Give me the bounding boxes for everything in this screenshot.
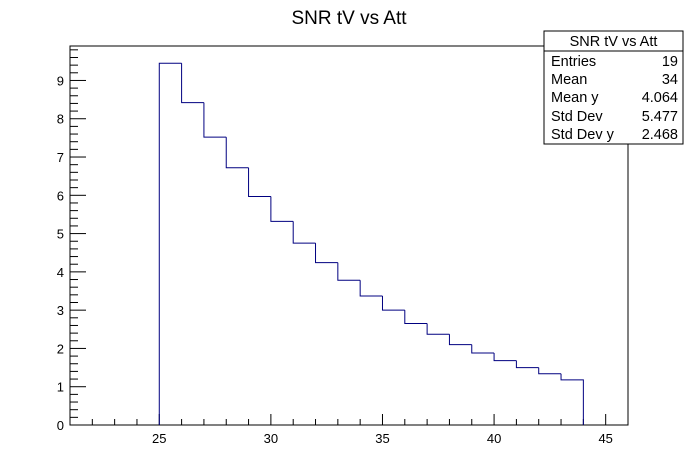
x-tick-label: 35 (375, 431, 389, 446)
stats-box-border (543, 30, 684, 145)
x-tick-label: 30 (264, 431, 278, 446)
stats-label-mean-y: Mean y (551, 90, 599, 106)
histogram-bin (225, 137, 249, 169)
y-tick-label: 0 (57, 418, 64, 433)
histogram-bin (337, 262, 361, 281)
x-axis: 25 30 35 40 45 (69, 414, 629, 446)
y-tick-label: 3 (57, 303, 64, 318)
histogram-bin (315, 243, 338, 264)
stats-box: SNR tV vs Att Entries 19 Mean 34 Mean y … (543, 30, 684, 145)
stats-box-title: SNR tV vs Att (570, 34, 658, 50)
stats-label-entries: Entries (551, 54, 596, 70)
histogram-bin (560, 373, 584, 425)
y-tick-label: 2 (57, 341, 64, 356)
histogram-bin (538, 367, 562, 375)
plot-frame (69, 45, 629, 426)
y-tick-label: 5 (57, 227, 64, 242)
histogram-bin (158, 62, 182, 425)
histogram-bin (493, 353, 517, 362)
histogram-bin (426, 323, 450, 335)
chart-title: SNR tV vs Att (291, 8, 407, 29)
histogram-bin (381, 295, 405, 311)
stats-value-entries: 19 (662, 54, 678, 70)
y-tick-label: 6 (57, 188, 64, 203)
histogram-bin (181, 63, 204, 104)
histogram-bin (292, 221, 316, 244)
x-tick-label: 25 (152, 431, 166, 446)
y-tick-label: 1 (57, 380, 64, 395)
histogram-bin (448, 334, 472, 346)
y-tick-label: 4 (57, 265, 64, 280)
y-tick-label: 8 (57, 112, 64, 127)
y-axis: 0 1 2 3 4 5 6 7 8 9 (57, 49, 86, 433)
x-tick-label: 40 (487, 431, 501, 446)
histogram-bin (359, 280, 383, 297)
y-tick-label: 7 (57, 150, 64, 165)
histogram-bin (270, 196, 294, 222)
stats-label-mean: Mean (551, 72, 587, 88)
histogram-bin (248, 167, 271, 197)
x-tick-label: 45 (598, 431, 612, 446)
histogram-bin (404, 310, 428, 325)
stats-value-std-dev-y: 2.468 (642, 127, 678, 143)
histogram-bin (203, 102, 227, 138)
histogram-series (158, 62, 584, 425)
stats-value-mean: 34 (662, 72, 678, 88)
histogram-bin (515, 360, 539, 369)
stats-label-std-dev: Std Dev (551, 109, 603, 125)
stats-label-std-dev-y: Std Dev y (551, 127, 615, 143)
histogram-bin (471, 344, 495, 354)
stats-value-std-dev: 5.477 (642, 109, 678, 125)
y-tick-label: 9 (57, 73, 64, 88)
stats-value-mean-y: 4.064 (642, 90, 678, 106)
